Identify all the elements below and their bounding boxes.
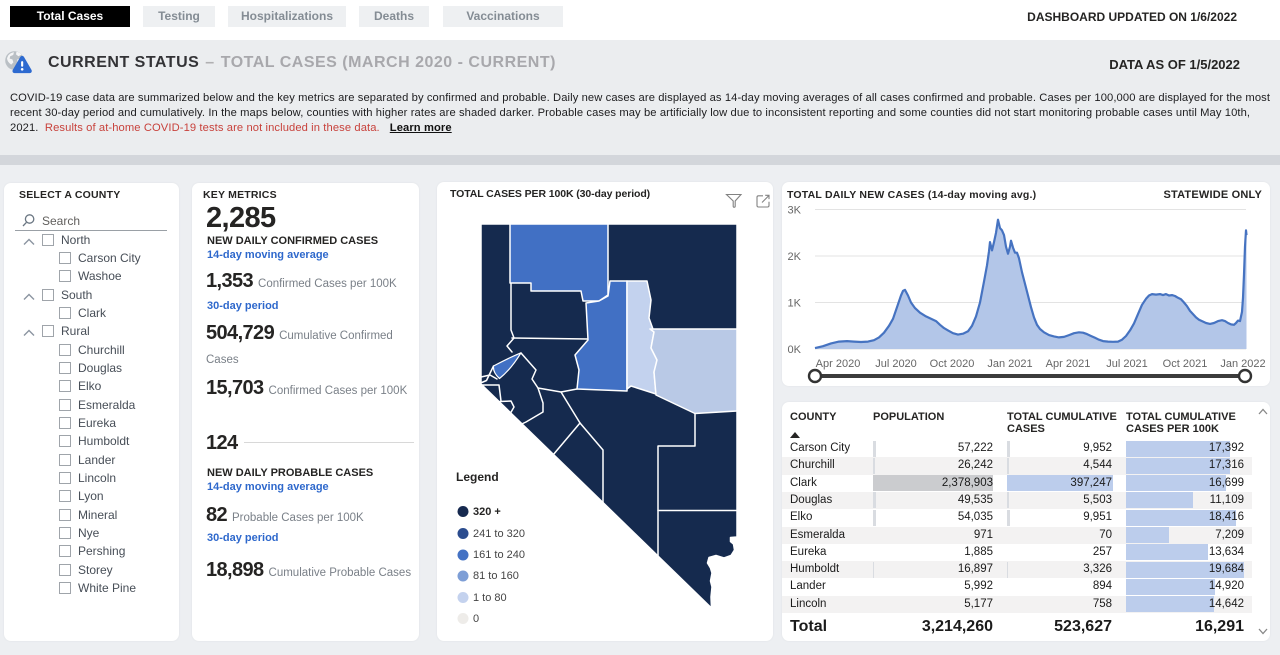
svg-text:0K: 0K [788, 344, 802, 356]
svg-text:Apr 2020: Apr 2020 [816, 358, 861, 370]
svg-text:Jul 2021: Jul 2021 [1106, 358, 1148, 370]
svg-text:2K: 2K [788, 251, 802, 263]
svg-text:Apr 2021: Apr 2021 [1046, 358, 1091, 370]
svg-text:1K: 1K [788, 298, 802, 310]
svg-text:Jul 2020: Jul 2020 [875, 358, 917, 370]
svg-text:Oct 2021: Oct 2021 [1163, 358, 1208, 370]
svg-text:3K: 3K [788, 205, 802, 217]
svg-text:Jan 2021: Jan 2021 [987, 358, 1032, 370]
svg-text:Jan 2022: Jan 2022 [1220, 358, 1265, 370]
svg-text:Oct 2020: Oct 2020 [930, 358, 975, 370]
